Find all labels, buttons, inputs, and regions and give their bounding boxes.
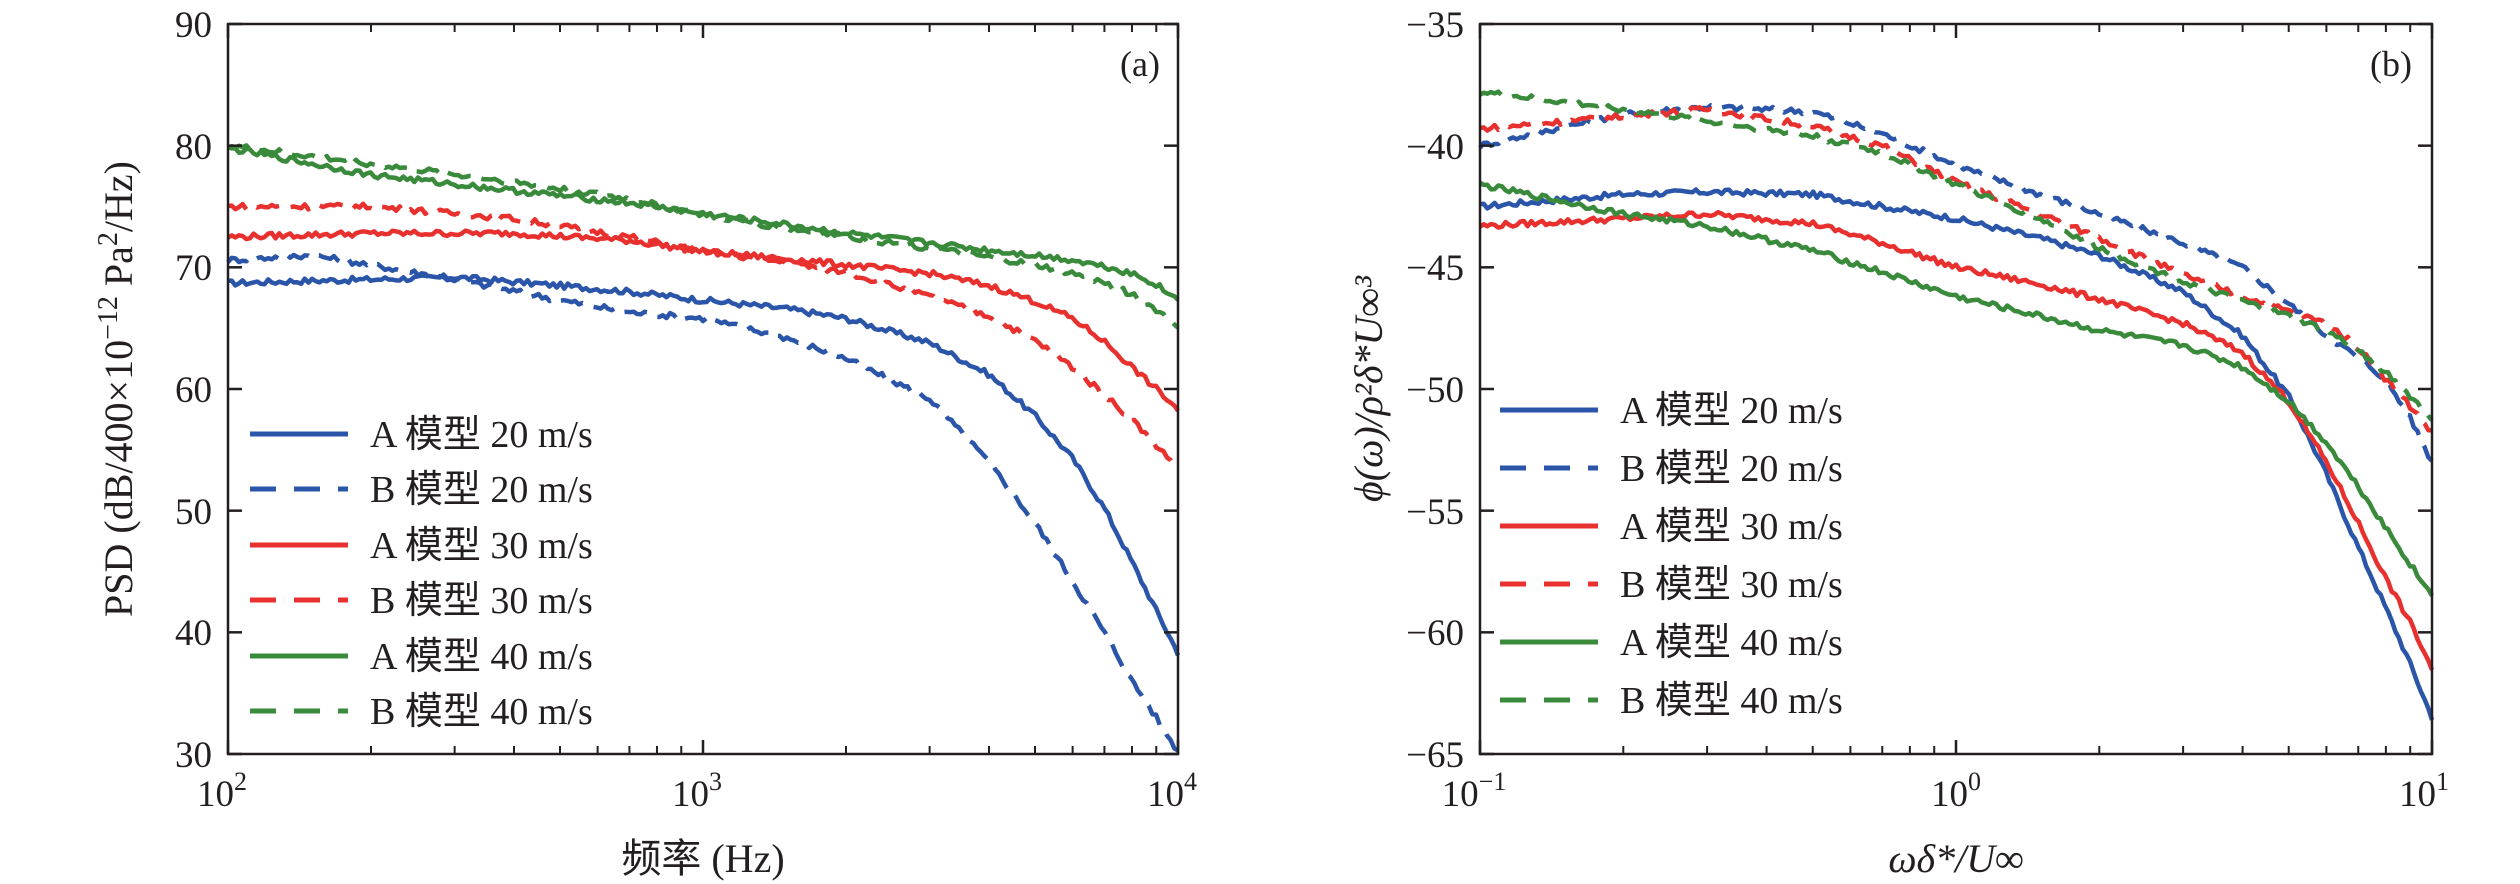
- legend-entry: A 模型 30 m/s: [250, 525, 593, 567]
- legend-entry: A 模型 40 m/s: [1500, 622, 1843, 664]
- chart-panel-a: (a) 30 40 50 60 70 80 90 102 103 104 频率 …: [93, 5, 1197, 881]
- series-line: [226, 252, 1180, 753]
- y-tick-label-a: 70: [175, 248, 212, 289]
- legend-entry: A 模型 40 m/s: [250, 636, 593, 678]
- tick-marks-b: [1478, 22, 2434, 756]
- legend-entry: B 模型 20 m/s: [250, 469, 593, 511]
- legend-label: A 模型 30 m/s: [1620, 506, 1843, 548]
- series-line: [227, 272, 1181, 657]
- x-tick-label-a: 104: [1147, 767, 1197, 815]
- x-tick-label-a: 103: [672, 767, 722, 815]
- x-tick-label-b: 100: [1931, 767, 1981, 815]
- legend-label: A 模型 20 m/s: [370, 414, 593, 456]
- x-tick-label-a: 102: [197, 767, 247, 815]
- y-tick-label-a: 90: [175, 5, 212, 46]
- y-tick-label-a: 60: [175, 370, 212, 411]
- legend-label: B 模型 30 m/s: [370, 580, 593, 622]
- series-line: [1478, 89, 2434, 422]
- y-tick-label-a: 30: [175, 735, 212, 776]
- legend-entry: B 模型 40 m/s: [250, 691, 593, 733]
- series-lines-a: [226, 143, 1181, 753]
- y-axis-label-a: PSD (dB/400×10−12 Pa2/Hz): [93, 161, 141, 617]
- legend-label: B 模型 20 m/s: [1620, 448, 1843, 490]
- y-axis-label-b: ϕ(ω)/ρ²δ*U∞³: [1346, 275, 1391, 502]
- y-tick-label-b: −50: [1406, 370, 1464, 411]
- series-line: [226, 228, 1180, 413]
- legend-label: B 模型 30 m/s: [1620, 564, 1843, 606]
- x-tick-label-b: 10−1: [1442, 767, 1507, 815]
- series-line: [226, 144, 1180, 302]
- legend-entry: A 模型 20 m/s: [1500, 390, 1843, 432]
- legend-label: B 模型 40 m/s: [370, 691, 593, 733]
- series-line: [226, 143, 1180, 330]
- series-line: [227, 201, 1179, 469]
- legend-label: B 模型 40 m/s: [1620, 680, 1843, 722]
- legend-entry: B 模型 20 m/s: [1500, 448, 1843, 490]
- y-tick-label-b: −45: [1406, 248, 1464, 289]
- y-tick-label-b: −35: [1406, 5, 1464, 46]
- series-line: [1479, 187, 2435, 721]
- panel-label-a: (a): [1120, 44, 1160, 84]
- x-tick-label-b: 101: [2399, 767, 2449, 815]
- panel-label-b: (b): [2370, 44, 2412, 84]
- y-tick-label-a: 50: [175, 492, 212, 533]
- y-tick-label-b: −40: [1406, 127, 1464, 168]
- legend-label: A 模型 40 m/s: [370, 636, 593, 678]
- legend-entry: B 模型 30 m/s: [250, 580, 593, 622]
- y-tick-label-b: −60: [1406, 613, 1464, 654]
- y-tick-label-b: −55: [1406, 492, 1464, 533]
- legend-entry: B 模型 30 m/s: [1500, 564, 1843, 606]
- legend-label: B 模型 20 m/s: [370, 469, 593, 511]
- x-axis-label-b: ωδ*/U∞: [1888, 836, 2023, 881]
- series-line: [1479, 105, 2433, 433]
- legend-label: A 模型 20 m/s: [1620, 390, 1843, 432]
- legend-label: A 模型 40 m/s: [1620, 622, 1843, 664]
- chart-panel-b: (b) −65 −60 −55 −50 −45 −40 −35 10−1 100…: [1346, 5, 2449, 881]
- legend-entry: A 模型 20 m/s: [250, 414, 593, 456]
- x-axis-label-a: 频率 (Hz): [621, 836, 784, 881]
- y-tick-label-a: 80: [175, 127, 212, 168]
- legend-label: A 模型 30 m/s: [370, 525, 593, 567]
- y-tick-label-a: 40: [175, 613, 212, 654]
- legend-entry: A 模型 30 m/s: [1500, 506, 1843, 548]
- legend-a: A 模型 20 m/s B 模型 20 m/s A 模型 30 m/s B 模型…: [250, 414, 593, 733]
- y-tick-label-b: −65: [1406, 735, 1464, 776]
- legend-entry: B 模型 40 m/s: [1500, 680, 1843, 722]
- series-line: [1478, 180, 2434, 597]
- tick-marks-a: [226, 22, 1180, 756]
- legend-b: A 模型 20 m/s B 模型 20 m/s A 模型 30 m/s B 模型…: [1500, 390, 1843, 722]
- series-line: [1478, 209, 2435, 671]
- series-lines-b: [1478, 89, 2435, 721]
